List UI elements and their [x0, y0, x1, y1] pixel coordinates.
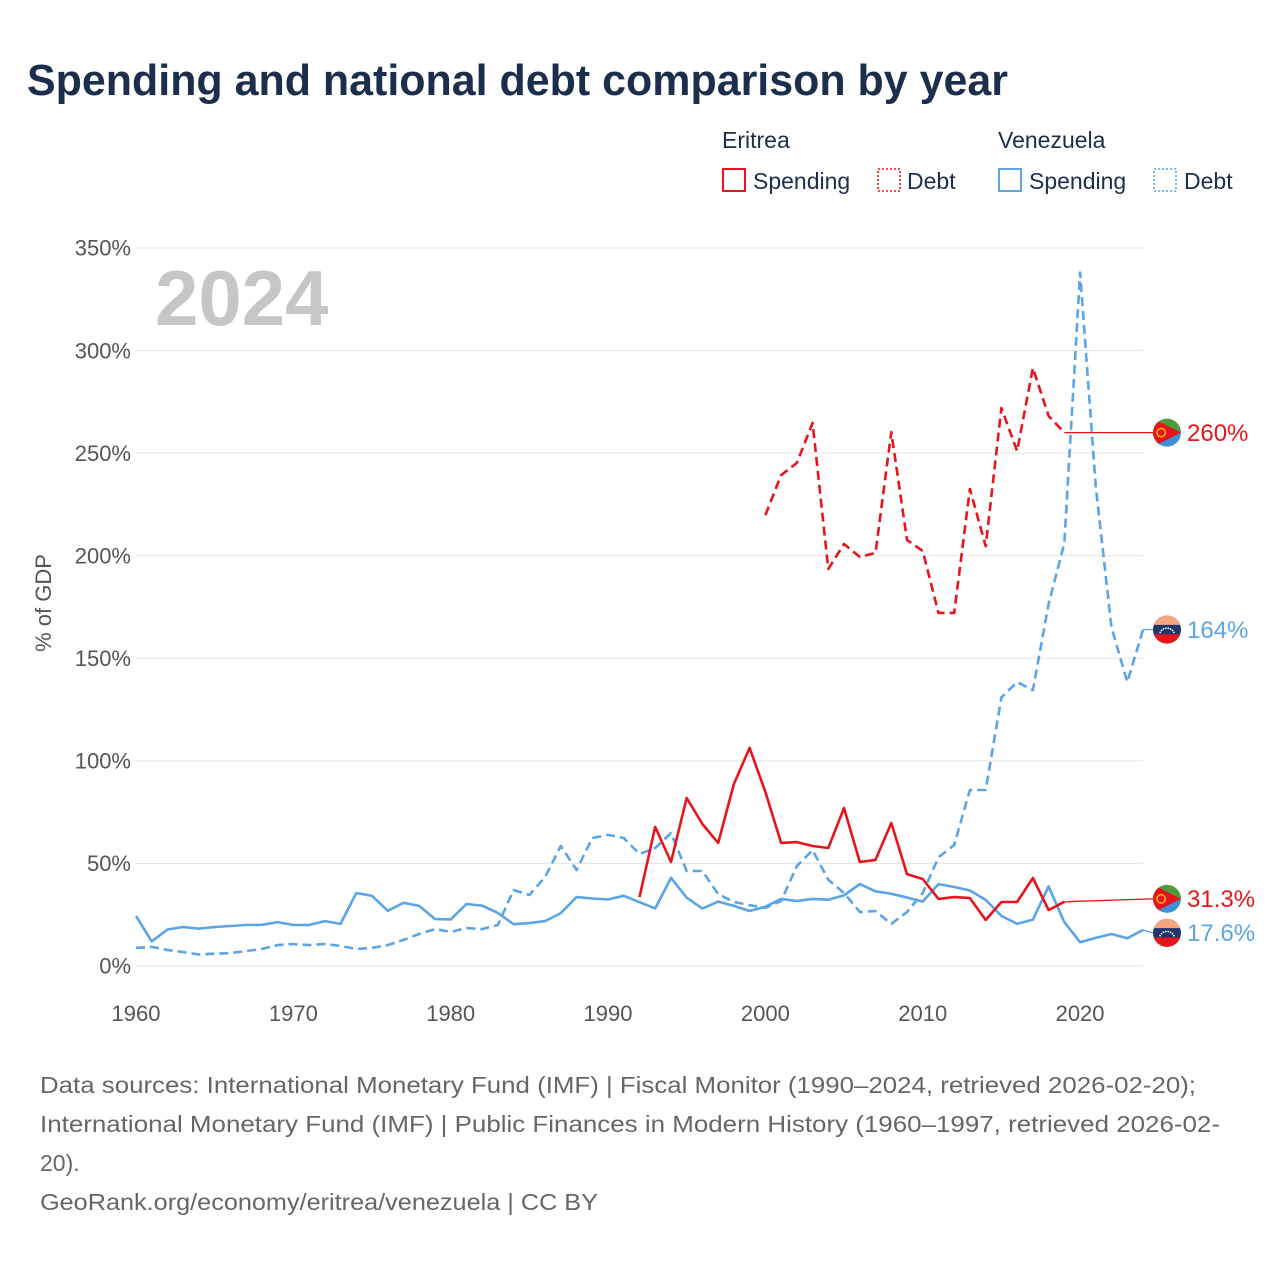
- flag-star: [1164, 627, 1167, 630]
- legend-swatch-solid: [998, 168, 1022, 192]
- x-tick-label: 2020: [1056, 1001, 1105, 1026]
- footer: Data sources: International Monetary Fun…: [40, 1072, 1220, 1215]
- flag-star: [1172, 631, 1175, 634]
- flag-part: [1153, 937, 1181, 947]
- flag-star: [1171, 629, 1174, 632]
- legend-item-venezuela-debt[interactable]: Debt: [1153, 168, 1233, 194]
- legend-eritrea-debt-label: Debt: [907, 168, 956, 194]
- eritrea-flag-icon: [1153, 884, 1181, 913]
- flag-star: [1171, 932, 1174, 935]
- legend-swatch-solid: [722, 168, 746, 192]
- legend-swatch-dotted: [1153, 168, 1177, 192]
- legend-venezuela-heading: Venezuela: [998, 127, 1106, 153]
- chart-title: Spending and national debt comparison by…: [27, 56, 1008, 105]
- flag-star: [1167, 627, 1170, 630]
- flag-emblem: [1156, 427, 1167, 438]
- legend-venezuela-spending-label: Spending: [1029, 168, 1126, 194]
- flag-star: [1164, 930, 1167, 933]
- legend-group-eritrea: Eritrea Spending Debt: [722, 127, 956, 194]
- eritrea-debt-end-label: 260%: [1187, 420, 1248, 447]
- flag-star: [1172, 934, 1175, 937]
- legend-group-venezuela: Venezuela Spending Debt: [998, 127, 1233, 194]
- y-tick-label: 300%: [75, 338, 131, 363]
- attribution: GeoRank.org/economy/eritrea/venezuela | …: [40, 1189, 598, 1215]
- venezuela-debt-end-label: 164%: [1187, 617, 1248, 644]
- flag-part: [1152, 421, 1181, 444]
- y-tick-label: 0%: [99, 954, 131, 979]
- y-tick-label: 200%: [75, 543, 131, 568]
- x-tick-label: 2000: [741, 1001, 790, 1026]
- flag-part: [1153, 887, 1181, 911]
- source-line: Data sources: International Monetary Fun…: [40, 1072, 1196, 1098]
- legend-venezuela-debt-label: Debt: [1184, 168, 1233, 194]
- legend-item-venezuela-spending[interactable]: Spending: [998, 168, 1126, 194]
- x-tick-label: 1990: [584, 1001, 633, 1026]
- axis-ticks: 0% 50% 100% 150% 200% 250% 300% 350% 1960 1970 198…: [75, 236, 1105, 1026]
- flag-star: [1159, 631, 1162, 634]
- legend-item-eritrea-spending[interactable]: Spending: [722, 168, 850, 194]
- flag-star: [1159, 934, 1162, 937]
- y-tick-label: 350%: [75, 236, 131, 261]
- venezuela-flag-icon: [1153, 918, 1181, 947]
- x-tick-label: 1960: [112, 1001, 161, 1026]
- y-tick-label: 250%: [75, 441, 131, 466]
- flag-part: [1153, 634, 1181, 644]
- flag-star: [1169, 628, 1172, 630]
- venezuela-debt-line: [135, 271, 1145, 956]
- venezuela-spending-end-connector: [1142, 929, 1154, 934]
- legend-item-eritrea-debt[interactable]: Debt: [877, 168, 956, 194]
- end-labels: 17.6% 164% 31.3% 260%: [1064, 418, 1255, 947]
- flag-star: [1162, 931, 1165, 934]
- x-tick-label: 1970: [269, 1001, 318, 1026]
- flag-star: [1160, 932, 1163, 935]
- x-tick-label: 2010: [898, 1001, 947, 1026]
- y-tick-label: 100%: [75, 749, 131, 774]
- y-axis-title: % of GDP: [31, 554, 56, 652]
- eritrea-flag-icon: [1152, 418, 1181, 447]
- legend: Eritrea Spending Debt Venezuela Spending…: [722, 127, 1233, 194]
- legend-swatch-dotted: [877, 168, 901, 192]
- y-tick-label: 50%: [87, 851, 131, 876]
- source-line: 20).: [40, 1150, 80, 1176]
- eritrea-spending-end-label: 31.3%: [1187, 886, 1255, 913]
- eritrea-spending-end-connector: [1064, 898, 1154, 903]
- year-watermark: 2024: [155, 254, 329, 342]
- source-line: International Monetary Fund (IMF) | Publ…: [40, 1111, 1220, 1137]
- y-tick-label: 150%: [75, 646, 131, 671]
- gridlines: [136, 247, 1143, 967]
- venezuela-flag-icon: [1153, 615, 1181, 644]
- flag-star: [1169, 931, 1172, 934]
- venezuela-spending-end-label: 17.6%: [1187, 920, 1255, 947]
- eritrea-debt-line: [764, 366, 1066, 615]
- flag-star: [1160, 629, 1163, 632]
- eritrea-spending-line: [638, 746, 1065, 922]
- legend-eritrea-spending-label: Spending: [753, 168, 850, 194]
- flag-part: [1153, 918, 1181, 929]
- flag-emblem: [1156, 893, 1167, 904]
- flag-part: [1153, 615, 1181, 625]
- x-tick-label: 1980: [426, 1001, 475, 1026]
- venezuela-spending-line: [134, 876, 1144, 944]
- legend-eritrea-heading: Eritrea: [722, 127, 790, 153]
- series-lines: [134, 271, 1145, 956]
- flag-star: [1167, 930, 1170, 933]
- flag-star: [1162, 628, 1165, 630]
